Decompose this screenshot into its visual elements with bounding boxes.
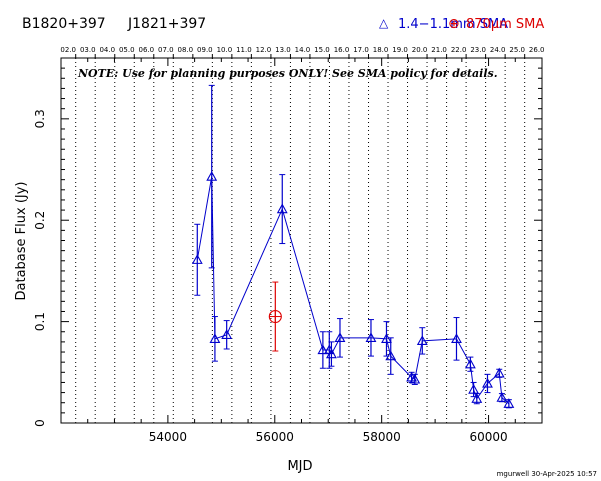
x-tick-label: 60000 — [469, 430, 507, 444]
series-group — [268, 281, 282, 352]
legend-blue-marker-icon: △ — [379, 16, 389, 30]
x-tick-label: 58000 — [363, 430, 401, 444]
x-axis: 54000 56000 58000 60000 — [60, 58, 543, 444]
top-year-axis: 02.0 03.0 04.0 05.0 06.0 07.0 08.0 09.0 10.0 11.0… — [60, 46, 545, 58]
year-grid — [75, 58, 526, 423]
top-axis-label: 24.0 — [490, 46, 506, 54]
series-group — [191, 84, 515, 409]
source-name: B1820+397 — [22, 16, 106, 32]
top-axis-label: 23.0 — [470, 46, 486, 54]
top-axis-label: 08.0 — [178, 46, 194, 54]
y-axis-label: Database Flux (Jy) — [14, 182, 29, 301]
data-point — [416, 335, 428, 346]
alt-source-name: J1821+397 — [127, 16, 206, 32]
data-point — [468, 383, 480, 394]
data-point — [471, 393, 483, 403]
data-point — [451, 333, 462, 343]
data-point — [221, 329, 233, 339]
top-axis-label: 25.0 — [509, 46, 525, 54]
top-axis-label: 26.0 — [529, 46, 545, 54]
y-tick-label: 0.3 — [33, 109, 47, 128]
legend-red-label: 870μm SMA — [466, 17, 544, 32]
top-axis-label: 05.0 — [119, 46, 135, 54]
top-axis-label: 17.0 — [353, 46, 369, 54]
data-point — [209, 333, 221, 343]
data-point — [191, 254, 203, 264]
data-point — [334, 332, 346, 342]
top-axis-label: 06.0 — [139, 46, 155, 54]
top-axis-label: 07.0 — [158, 46, 174, 54]
data-point — [464, 358, 476, 369]
top-axis-label: 02.0 — [60, 46, 76, 54]
data-point — [317, 344, 329, 355]
top-axis-label: 09.0 — [197, 46, 213, 54]
data-point — [276, 203, 288, 214]
planning-note: NOTE: Use for planning purposes ONLY! Se… — [77, 67, 498, 80]
top-axis-label: 16.0 — [334, 46, 350, 54]
data-point — [409, 373, 421, 384]
top-axis-label: 19.0 — [392, 46, 408, 54]
top-axis-label: 04.0 — [99, 46, 115, 54]
top-axis-label: 12.0 — [256, 46, 272, 54]
y-tick-label: 0.2 — [33, 211, 47, 230]
top-axis-label: 10.0 — [217, 46, 233, 54]
x-tick-label: 56000 — [256, 430, 294, 444]
data-point — [493, 367, 505, 378]
top-axis-label: 21.0 — [431, 46, 447, 54]
y-tick-label: 0.1 — [33, 312, 47, 331]
legend-blue-label: 1.4−1.1mm SMA — [398, 17, 508, 32]
y-tick-label: 0 — [33, 419, 47, 427]
data-point — [503, 398, 515, 408]
footer-credit: mgurwell 30-Apr-2025 10:57 — [497, 470, 597, 478]
top-axis-label: 20.0 — [412, 46, 428, 54]
data-series — [191, 84, 515, 409]
top-axis-label: 03.0 — [80, 46, 96, 54]
data-point — [381, 333, 392, 343]
x-axis-label: MJD — [287, 459, 312, 474]
data-point — [385, 350, 397, 361]
data-point — [482, 377, 493, 388]
data-point — [206, 170, 218, 181]
series-line — [196, 176, 510, 405]
top-axis-label: 18.0 — [373, 46, 389, 54]
top-axis-label: 14.0 — [295, 46, 311, 54]
top-axis-label: 13.0 — [275, 46, 291, 54]
legend-red-marker-icon: ⊕ — [448, 16, 460, 32]
data-point — [496, 392, 508, 402]
top-axis-label: 22.0 — [451, 46, 467, 54]
data-point — [325, 348, 337, 359]
data-point — [365, 332, 377, 342]
top-axis-label: 15.0 — [314, 46, 330, 54]
x-tick-label: 54000 — [149, 430, 187, 444]
y-axis: 0 0.1 0.2 0.3 — [33, 57, 542, 427]
top-axis-label: 11.0 — [236, 46, 252, 54]
